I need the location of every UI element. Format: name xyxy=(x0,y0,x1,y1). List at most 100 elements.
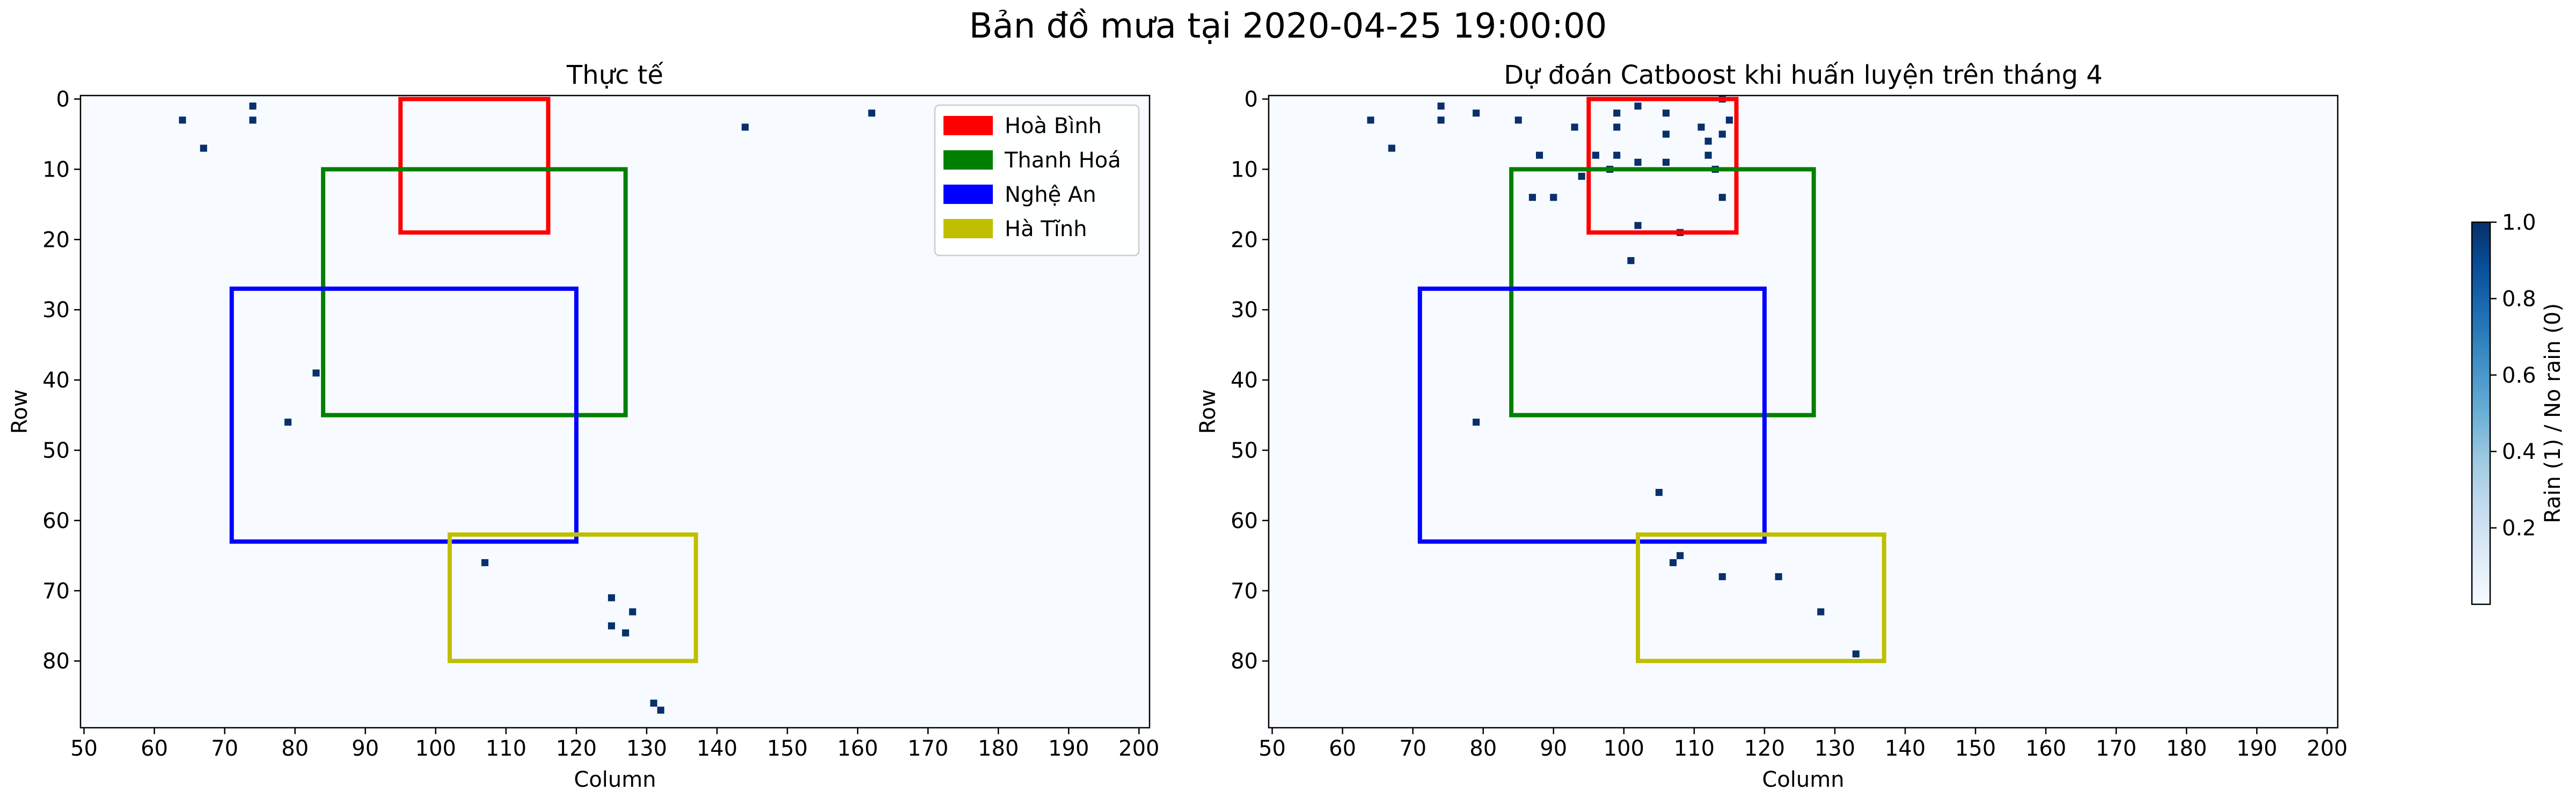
plot-area xyxy=(179,97,875,714)
x-axis-label: Column xyxy=(574,767,656,792)
rain-cell xyxy=(1367,116,1374,124)
rain-cell xyxy=(1473,419,1480,426)
rain-cell xyxy=(1662,130,1670,138)
axes-frame xyxy=(1268,94,2339,729)
x-tick-label: 150 xyxy=(1955,736,1996,761)
rain-cell xyxy=(1725,116,1733,124)
rain-cell xyxy=(1697,123,1705,131)
chart-panel-1: 50 60 70 80 90 100 110 120 130 140 150 160 170 180 190… xyxy=(8,60,1160,792)
rain-cell xyxy=(1634,158,1642,166)
region-box xyxy=(229,286,579,544)
rain-cell xyxy=(1550,194,1557,201)
y-tick-label: 30 xyxy=(42,298,70,323)
rain-cell xyxy=(1528,194,1536,201)
x-tick-label: 80 xyxy=(1469,736,1497,761)
colorbar: 0.2 0.4 0.6 0.8 1.0 Rain (1) / No rain (0) xyxy=(2471,210,2565,605)
colorbar-gradient xyxy=(2471,221,2491,605)
y-tick-label: 30 xyxy=(1231,298,1258,323)
rain-cell xyxy=(1670,559,1677,566)
rain-cell xyxy=(1536,151,1543,159)
x-tick-label: 140 xyxy=(1885,736,1926,761)
legend-swatch xyxy=(943,116,993,135)
y-axis-label: Row xyxy=(8,389,32,434)
rain-cell xyxy=(1852,650,1860,658)
region-box xyxy=(1417,286,1767,544)
y-tick-label: 0 xyxy=(1245,87,1258,112)
x-tick-label: 110 xyxy=(486,736,526,761)
y-tick-label: 70 xyxy=(1231,579,1258,604)
x-tick-label: 70 xyxy=(1399,736,1426,761)
legend-label: Thanh Hoá xyxy=(1004,148,1121,173)
x-tick-label: 60 xyxy=(141,736,168,761)
rain-cell xyxy=(1662,158,1670,166)
rain-cell xyxy=(1578,172,1585,180)
x-tick-label: 100 xyxy=(415,736,456,761)
rain-cell xyxy=(1775,573,1782,581)
rain-cell xyxy=(1627,257,1635,265)
region-box xyxy=(1509,167,1816,418)
y-tick-label: 80 xyxy=(1231,649,1258,674)
colorbar-tick-label: 0.2 xyxy=(2502,516,2536,541)
y-tick-label: 10 xyxy=(42,157,70,182)
y-tick-label: 20 xyxy=(1231,228,1258,252)
panel-title: Thực tế xyxy=(566,60,664,90)
rain-cell xyxy=(1704,137,1712,145)
rain-cell xyxy=(481,559,489,566)
x-tick-label: 90 xyxy=(1540,736,1567,761)
x-tick-label: 190 xyxy=(1048,736,1089,761)
rain-cell xyxy=(622,629,630,636)
x-tick-label: 180 xyxy=(2166,736,2207,761)
x-tick-label: 150 xyxy=(767,736,808,761)
x-tick-label: 160 xyxy=(837,736,878,761)
rain-cell xyxy=(1437,116,1445,124)
legend-label: Hà Tĩnh xyxy=(1005,217,1087,241)
x-tick-label: 200 xyxy=(1118,736,1159,761)
rain-cell xyxy=(608,622,615,630)
plot-area xyxy=(1367,96,1886,663)
rain-cell xyxy=(868,109,875,117)
y-tick-label: 70 xyxy=(42,579,70,604)
rain-cell xyxy=(1655,488,1663,496)
legend-label: Nghệ An xyxy=(1005,182,1096,207)
x-tick-label: 50 xyxy=(70,736,98,761)
region-box xyxy=(398,97,551,235)
colorbar-tick-label: 0.8 xyxy=(2502,287,2536,311)
x-tick-label: 100 xyxy=(1604,736,1644,761)
rain-cell xyxy=(657,706,664,714)
y-tick-label: 20 xyxy=(42,228,70,252)
region-box xyxy=(321,167,628,418)
rain-cell xyxy=(629,608,636,616)
rain-cell xyxy=(1677,552,1684,559)
rain-cell xyxy=(1571,123,1578,131)
y-tick-label: 0 xyxy=(56,87,70,112)
rain-cell xyxy=(1473,109,1480,117)
y-axis-label: Row xyxy=(1196,389,1220,434)
legend-swatch xyxy=(943,219,993,238)
region-box xyxy=(1636,532,1886,663)
rain-cell xyxy=(608,594,615,602)
x-tick-label: 170 xyxy=(908,736,948,761)
x-tick-label: 70 xyxy=(211,736,238,761)
y-tick-label: 50 xyxy=(42,438,70,463)
colorbar-tick-label: 0.4 xyxy=(2502,440,2536,464)
rain-cell xyxy=(1718,130,1726,138)
y-tick-label: 60 xyxy=(1231,509,1258,533)
x-tick-label: 80 xyxy=(281,736,309,761)
rain-cell xyxy=(249,103,257,110)
rain-cell xyxy=(1388,144,1395,152)
x-tick-label: 120 xyxy=(556,736,597,761)
x-tick-label: 130 xyxy=(1814,736,1855,761)
rain-cell xyxy=(741,123,749,131)
x-tick-label: 130 xyxy=(626,736,667,761)
legend-frame xyxy=(934,104,1140,257)
region-box xyxy=(448,532,698,663)
rain-cell xyxy=(1634,103,1642,110)
x-tick-label: 160 xyxy=(2025,736,2066,761)
legend-swatch xyxy=(943,185,993,204)
x-tick-label: 180 xyxy=(978,736,1019,761)
y-tick-label: 10 xyxy=(1231,157,1258,182)
rain-cell xyxy=(1634,222,1642,229)
x-tick-label: 170 xyxy=(2096,736,2136,761)
panel-title: Dự đoán Catboost khi huấn luyện trên thá… xyxy=(1504,60,2103,90)
